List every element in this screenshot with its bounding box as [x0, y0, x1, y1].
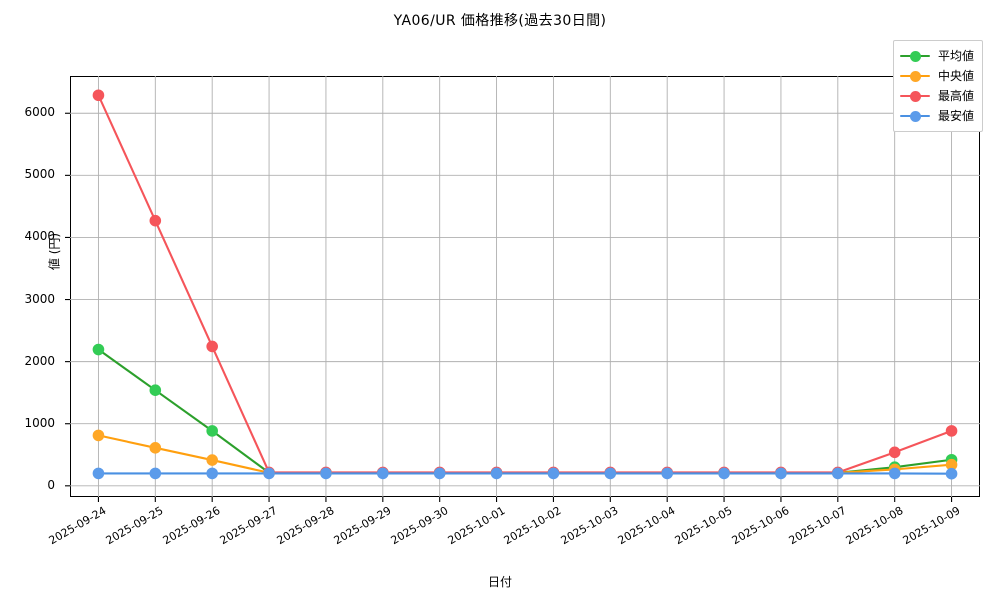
- x-axis-label: 日付: [487, 575, 512, 589]
- legend-item: 平均値: [899, 46, 974, 66]
- x-tick-label: 2025-10-03: [558, 504, 621, 548]
- x-tick-label: 2025-09-25: [103, 504, 166, 548]
- legend-item: 最安値: [899, 106, 974, 126]
- plot-area: [70, 76, 980, 497]
- chart-title: YA06/UR 価格推移(過去30日間): [393, 13, 607, 29]
- legend-dot-icon: [909, 71, 921, 82]
- legend-marker-icon: [899, 49, 930, 63]
- legend-item: 最高値: [899, 86, 974, 106]
- x-tick-label: 2025-10-07: [786, 504, 849, 548]
- x-tick-label: 2025-09-30: [388, 504, 451, 548]
- legend-dot-icon: [909, 111, 921, 122]
- legend-label: 最安値: [937, 109, 974, 123]
- x-tick-label: 2025-10-08: [843, 504, 906, 548]
- x-tick-label: 2025-09-29: [331, 504, 394, 548]
- x-tick-label: 2025-10-02: [502, 504, 564, 548]
- x-tick-label: 2025-09-27: [217, 504, 280, 548]
- legend-item: 中央値: [899, 66, 974, 86]
- x-tick-label: 2025-09-28: [274, 504, 337, 548]
- y-tick-label: 6000: [24, 105, 55, 120]
- x-tick-label: 2025-09-24: [47, 504, 109, 548]
- legend-label: 最高値: [937, 89, 974, 103]
- y-tick-label: 0: [47, 477, 55, 492]
- x-tick-label: 2025-10-06: [729, 504, 792, 548]
- y-tick-label: 2000: [24, 353, 55, 368]
- x-tick-label: 2025-10-05: [672, 504, 735, 548]
- legend-marker-icon: [899, 109, 930, 123]
- legend-label: 中央値: [937, 69, 974, 83]
- y-tick-label: 1000: [24, 415, 55, 430]
- x-tick-label: 2025-10-04: [615, 504, 678, 548]
- legend-dot-icon: [909, 51, 921, 62]
- y-tick-label: 5000: [24, 167, 55, 182]
- chart-legend: 平均値中央値最高値最安値: [892, 40, 983, 132]
- legend-marker-icon: [899, 69, 930, 83]
- legend-marker-icon: [899, 89, 930, 103]
- x-tick-label: 2025-09-26: [160, 504, 223, 548]
- x-tick-label: 2025-10-01: [445, 504, 508, 548]
- legend-dot-icon: [909, 91, 921, 102]
- y-tick-label: 4000: [24, 229, 55, 244]
- y-tick-label: 3000: [24, 291, 55, 306]
- x-tick-label: 2025-10-09: [900, 504, 963, 548]
- legend-label: 平均値: [937, 49, 974, 63]
